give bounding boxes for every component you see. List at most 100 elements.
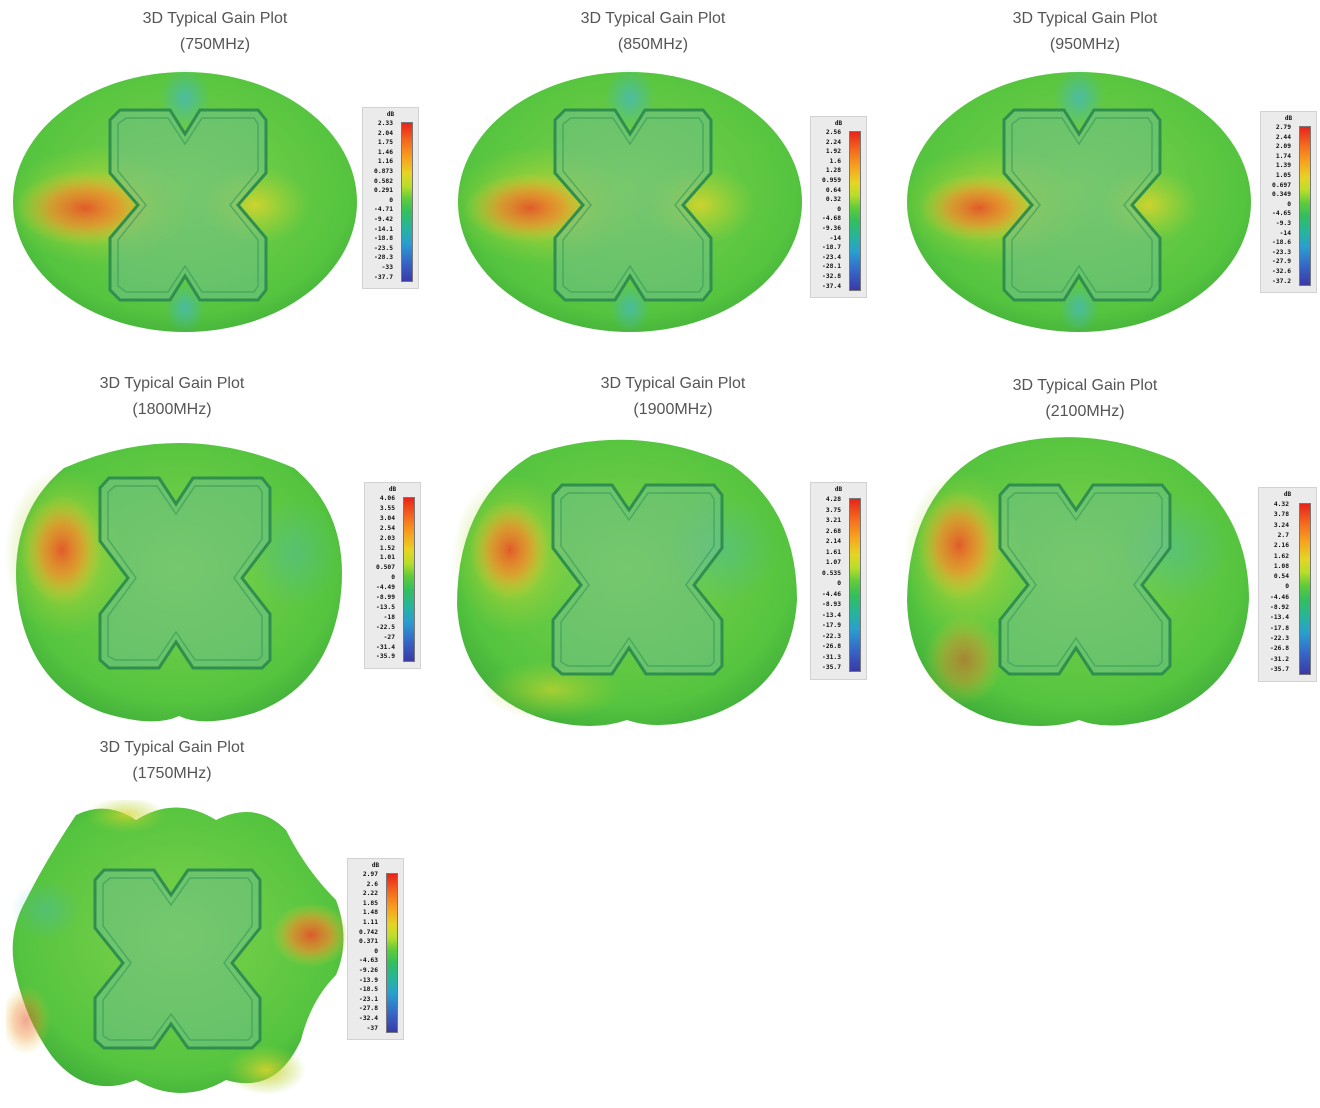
scale-tick-label: -9.3 [1275, 220, 1291, 227]
scale-tick-label: -18.8 [374, 235, 393, 243]
scale-tick-label: -35.9 [376, 653, 395, 661]
scale-tick-label: 2.16 [1273, 542, 1289, 550]
scale-tick-label: -22.3 [1270, 634, 1289, 642]
scale-tick-label: -35.7 [822, 664, 841, 671]
scale-tick-label: 1.05 [1275, 172, 1291, 179]
color-scale-legend: dB 2.33 2.04 1.75 1.46 1.16 0.873 0.582 … [362, 107, 419, 289]
antenna-x-outline [98, 476, 272, 670]
scale-tick-label: -28.1 [822, 263, 841, 271]
color-scale-legend: dB 2.97 2.6 2.22 1.85 1.48 1.11 0.742 0.… [347, 858, 404, 1040]
scale-tick-label: 2.03 [379, 534, 395, 542]
scale-tick-label: -4.46 [1270, 593, 1289, 601]
scale-tick-label: -32.8 [822, 273, 841, 280]
scale-tick-label: -32.4 [359, 1015, 378, 1022]
scale-tick-label: 2.33 [377, 120, 393, 127]
scale-tick-label: 0.349 [1272, 191, 1291, 199]
scale-tick-label: 3.75 [825, 506, 841, 514]
color-scale-legend: dB 4.32 3.78 3.24 2.7 2.16 1.62 1.08 0.5… [1258, 487, 1317, 682]
color-scale-legend: dB 2.79 2.44 2.09 1.74 1.39 1.05 0.697 0… [1260, 111, 1317, 293]
plot-frequency: (1800MHz) [132, 401, 212, 418]
scale-unit: dB [371, 862, 380, 869]
scale-tick-label: 1.52 [379, 544, 395, 552]
antenna-x-outline [108, 108, 268, 302]
plot-title: 3D Typical Gain Plot (1750MHz) [67, 735, 277, 787]
scale-tick-label: 0 [837, 205, 841, 213]
scale-tick-label: 2.68 [825, 527, 841, 535]
radiation-pattern-3d [452, 439, 797, 726]
scale-tick-label: -37.7 [374, 273, 393, 281]
antenna-x-outline [551, 483, 724, 676]
colorbar [849, 498, 861, 672]
scale-tick-label: -9.26 [359, 967, 378, 974]
scale-tick-label: 3.78 [1273, 511, 1289, 519]
scale-tick-label: 1.48 [362, 909, 378, 917]
scale-tick-label: -33 [381, 264, 393, 271]
scale-tick-label: -9.42 [374, 216, 393, 223]
scale-tick-label: -17.8 [1270, 624, 1289, 632]
plot-title-text: 3D Typical Gain Plot [580, 10, 726, 27]
scale-tick-label: -35.7 [1270, 665, 1289, 673]
scale-tick-label: 2.79 [1275, 124, 1291, 131]
scale-tick-label: 0 [1285, 583, 1289, 591]
scale-tick-label: -8.99 [376, 594, 395, 601]
scale-tick-label: 4.28 [825, 496, 841, 503]
scale-labels: 4.28 3.75 3.21 2.68 2.14 1.61 1.07 0.535… [813, 496, 841, 675]
scale-tick-label: 4.06 [379, 495, 395, 502]
scale-tick-label: -4.71 [374, 206, 393, 214]
plot-title-text: 3D Typical Gain Plot [600, 375, 746, 392]
scale-tick-label: 0.507 [376, 564, 395, 572]
scale-tick-label: -27.8 [359, 1005, 378, 1013]
plot-title-text: 3D Typical Gain Plot [1012, 10, 1158, 27]
radiation-pattern-3d [4, 443, 342, 722]
scale-tick-label: -23.4 [822, 253, 841, 261]
scale-tick-label: 2.6 [366, 880, 378, 888]
radiation-pattern-3d [904, 68, 1251, 333]
scale-tick-label: 3.55 [379, 504, 395, 512]
antenna-x-outline [998, 483, 1172, 676]
color-scale-legend: dB 4.28 3.75 3.21 2.68 2.14 1.61 1.07 0.… [810, 482, 867, 680]
scale-tick-label: 2.7 [1277, 531, 1289, 539]
scale-tick-label: -37.4 [822, 282, 841, 290]
scale-tick-label: -23.3 [1272, 248, 1291, 256]
plot-title-text: 3D Typical Gain Plot [99, 375, 245, 392]
scale-labels: 2.56 2.24 1.92 1.6 1.28 0.959 0.64 0.32 … [813, 129, 841, 292]
radiation-pattern-3d [6, 800, 346, 1095]
scale-tick-label: 1.46 [377, 148, 393, 156]
scale-tick-label: -23.5 [374, 244, 393, 252]
scale-tick-label: 2.24 [825, 138, 841, 146]
plot-frequency: (950MHz) [1049, 36, 1121, 53]
scale-tick-label: -4.68 [822, 215, 841, 223]
scale-unit: dB [388, 486, 397, 493]
scale-tick-label: 2.44 [1275, 133, 1291, 141]
radiation-pattern-3d [455, 68, 802, 333]
colorbar [1299, 503, 1311, 675]
scale-tick-label: 1.01 [379, 554, 395, 562]
scale-tick-label: 1.92 [825, 148, 841, 156]
scale-tick-label: -26.8 [822, 643, 841, 650]
scale-tick-label: -27.9 [1272, 258, 1291, 266]
plot-title: 3D Typical Gain Plot (750MHz) [110, 6, 320, 58]
scale-tick-label: -18.5 [359, 986, 378, 994]
antenna-x-outline [93, 868, 262, 1050]
scale-tick-label: -27 [383, 633, 395, 641]
scale-tick-label: -13.5 [376, 603, 395, 611]
scale-tick-label: 1.39 [1275, 162, 1291, 170]
scale-tick-label: -28.3 [374, 254, 393, 262]
scale-tick-label: 1.85 [362, 899, 378, 907]
scale-tick-label: -22.5 [376, 623, 395, 631]
scale-labels: 2.97 2.6 2.22 1.85 1.48 1.11 0.742 0.371… [350, 871, 378, 1034]
scale-tick-label: -14.1 [374, 225, 393, 233]
scale-tick-label: -13.4 [1270, 614, 1289, 622]
plot-title: 3D Typical Gain Plot (950MHz) [980, 6, 1190, 58]
scale-tick-label: -18 [383, 613, 395, 621]
scale-tick-label: 0.535 [822, 569, 841, 577]
scale-tick-label: 1.07 [825, 559, 841, 566]
scale-tick-label: 0.291 [374, 187, 393, 195]
scale-tick-label: 0.959 [822, 177, 841, 184]
scale-tick-label: 2.54 [379, 524, 395, 532]
scale-unit: dB [834, 486, 843, 493]
scale-unit: dB [1283, 491, 1292, 498]
scale-tick-label: -18.6 [1272, 239, 1291, 247]
scale-tick-label: -31.4 [376, 643, 395, 651]
plot-title: 3D Typical Gain Plot (1800MHz) [67, 371, 277, 423]
